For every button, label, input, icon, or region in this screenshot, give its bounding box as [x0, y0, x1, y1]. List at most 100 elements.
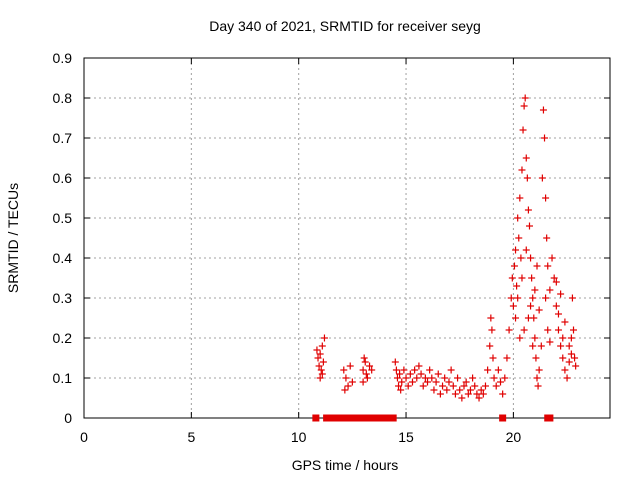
zero-data-point — [331, 414, 339, 422]
data-point — [314, 354, 322, 362]
data-point — [346, 362, 354, 370]
data-point — [434, 370, 442, 378]
data-point — [397, 386, 405, 394]
data-point — [428, 374, 436, 382]
data-point — [406, 370, 414, 378]
data-point — [342, 374, 350, 382]
data-point — [320, 334, 328, 342]
data-point — [316, 350, 324, 358]
data-point — [557, 290, 565, 298]
data-point — [538, 174, 546, 182]
data-point — [361, 358, 369, 366]
data-point — [513, 282, 521, 290]
x-tick-label: 0 — [80, 429, 88, 445]
data-point — [522, 154, 530, 162]
data-point — [522, 246, 530, 254]
data-point — [400, 366, 408, 374]
data-point — [313, 346, 321, 354]
data-point — [508, 274, 516, 282]
data-point — [492, 382, 500, 390]
data-point — [552, 278, 560, 286]
data-point — [392, 366, 400, 374]
data-point — [460, 382, 468, 390]
data-point — [514, 214, 522, 222]
data-point — [571, 354, 579, 362]
data-point — [533, 262, 541, 270]
data-point — [447, 366, 455, 374]
data-point — [341, 386, 349, 394]
data-point — [507, 294, 515, 302]
data-point — [524, 314, 532, 322]
zero-data-point — [381, 414, 389, 422]
zero-data-point — [353, 414, 361, 422]
y-tick-label: 0.6 — [53, 170, 73, 186]
zero-data-point — [546, 414, 554, 422]
plot-frame — [83, 57, 611, 419]
chart-title: Day 340 of 2021, SRMTID for receiver sey… — [209, 18, 481, 34]
data-point — [419, 382, 427, 390]
data-point — [561, 318, 569, 326]
data-point — [521, 94, 529, 102]
data-point — [523, 174, 531, 182]
data-point — [567, 350, 575, 358]
y-tick-label: 0.2 — [53, 330, 73, 346]
data-point — [413, 374, 421, 382]
data-point — [542, 194, 550, 202]
data-point — [411, 366, 419, 374]
data-point — [559, 354, 567, 362]
data-point — [391, 358, 399, 366]
data-point — [509, 302, 517, 310]
data-point — [529, 294, 537, 302]
data-point — [494, 366, 502, 374]
data-point — [567, 334, 575, 342]
data-point — [366, 362, 374, 370]
data-point — [360, 354, 368, 362]
data-point — [535, 306, 543, 314]
data-point — [517, 254, 525, 262]
data-point — [534, 382, 542, 390]
data-point — [570, 326, 578, 334]
data-point — [487, 314, 495, 322]
data-point — [499, 390, 507, 398]
data-point — [393, 374, 401, 382]
data-point — [527, 254, 535, 262]
x-tick-label: 20 — [506, 429, 522, 445]
grid-lines — [84, 58, 610, 418]
data-point — [439, 382, 447, 390]
data-point — [368, 366, 376, 374]
y-tick-label: 0.3 — [53, 290, 73, 306]
data-point — [359, 366, 367, 374]
data-point — [490, 374, 498, 382]
data-point — [445, 378, 453, 386]
data-point — [398, 378, 406, 386]
data-point — [515, 234, 523, 242]
data-point — [484, 366, 492, 374]
data-point — [518, 274, 526, 282]
data-point — [464, 390, 472, 398]
data-point — [315, 362, 323, 370]
data-point — [531, 334, 539, 342]
data-point — [541, 134, 549, 142]
x-tick-label: 15 — [398, 429, 414, 445]
data-point — [548, 254, 556, 262]
data-point — [426, 366, 434, 374]
data-point — [441, 374, 449, 382]
data-point — [568, 294, 576, 302]
data-point — [525, 222, 533, 230]
data-point — [469, 374, 477, 382]
data-point — [503, 354, 511, 362]
zero-data-point — [335, 414, 343, 422]
data-point — [454, 374, 462, 382]
data-point — [505, 326, 513, 334]
data-point — [395, 382, 403, 390]
y-tick-label: 0 — [64, 410, 72, 426]
data-point — [396, 370, 404, 378]
data-point — [565, 342, 573, 350]
data-point — [404, 382, 412, 390]
data-point — [520, 326, 528, 334]
data-point — [519, 126, 527, 134]
data-point — [537, 342, 545, 350]
y-tick-label: 0.8 — [53, 90, 73, 106]
zero-data-point — [385, 414, 393, 422]
data-point — [514, 294, 522, 302]
